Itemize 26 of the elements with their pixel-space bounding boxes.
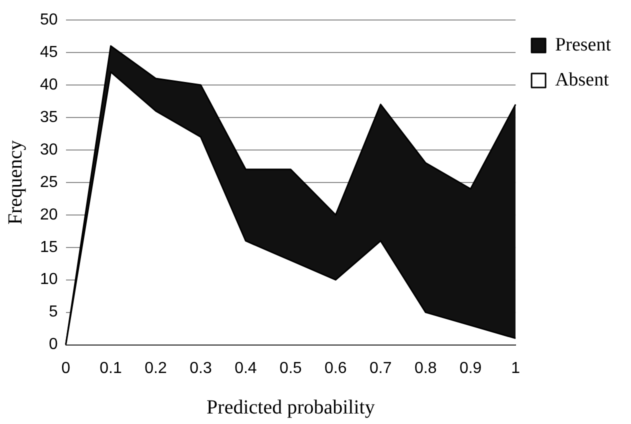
y-tick-label: 10 — [40, 271, 58, 288]
x-tick-label: 0.2 — [144, 360, 167, 377]
y-tick-label: 30 — [40, 141, 58, 158]
x-tick-label: 0.4 — [234, 360, 257, 377]
x-tick-label: 0.6 — [324, 360, 347, 377]
x-tick-label: 1 — [511, 360, 520, 377]
x-tick-label: 0.7 — [370, 360, 392, 377]
y-axis-title: Frequency — [4, 140, 26, 225]
y-tick-label: 45 — [40, 44, 58, 61]
y-tick-label: 25 — [40, 174, 58, 191]
x-tick-label: 0 — [61, 360, 70, 377]
x-tick-label: 0.8 — [414, 360, 437, 377]
x-tick-label: 0.1 — [100, 360, 122, 377]
y-tick-label: 5 — [48, 304, 58, 321]
legend-label: Absent — [555, 69, 610, 90]
y-tick-label: 15 — [40, 238, 58, 256]
y-tick-label: 20 — [40, 206, 58, 224]
x-tick-label: 0.3 — [190, 360, 212, 377]
y-tick-label: 50 — [40, 11, 58, 28]
x-tick-label: 0.9 — [459, 360, 482, 377]
y-tick-label: 0 — [48, 336, 58, 354]
y-tick-label: 40 — [40, 76, 58, 94]
x-tick-label: 0.5 — [280, 360, 302, 377]
y-tick-label: 35 — [40, 108, 58, 126]
x-axis-title: Predicted probability — [206, 396, 375, 418]
legend-label: Present — [555, 34, 612, 56]
